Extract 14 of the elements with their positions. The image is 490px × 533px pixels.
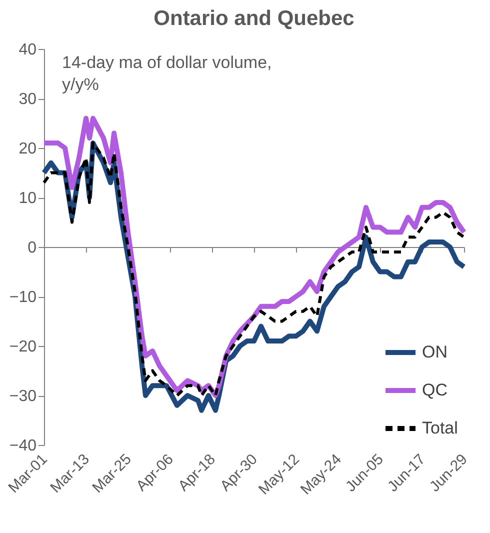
legend-label: ON (422, 342, 448, 362)
y-tick-label: 10 (18, 190, 37, 207)
annotation: 14-day ma of dollar volume, y/y% (62, 53, 272, 94)
legend-label: Total (422, 418, 458, 438)
y-tick-label: −40 (9, 438, 37, 454)
y-tick-label: 20 (18, 140, 37, 158)
y-tick-label: 30 (18, 91, 37, 108)
chart-title: Ontario and Quebec (154, 7, 355, 30)
y-tick-label: 40 (18, 42, 37, 58)
y-tick-label: −10 (9, 289, 37, 306)
legend-label: QC (422, 380, 448, 400)
y-tick-label: −20 (9, 338, 37, 356)
y-tick-label: 0 (28, 240, 37, 256)
y-tick-label: −30 (9, 388, 37, 405)
